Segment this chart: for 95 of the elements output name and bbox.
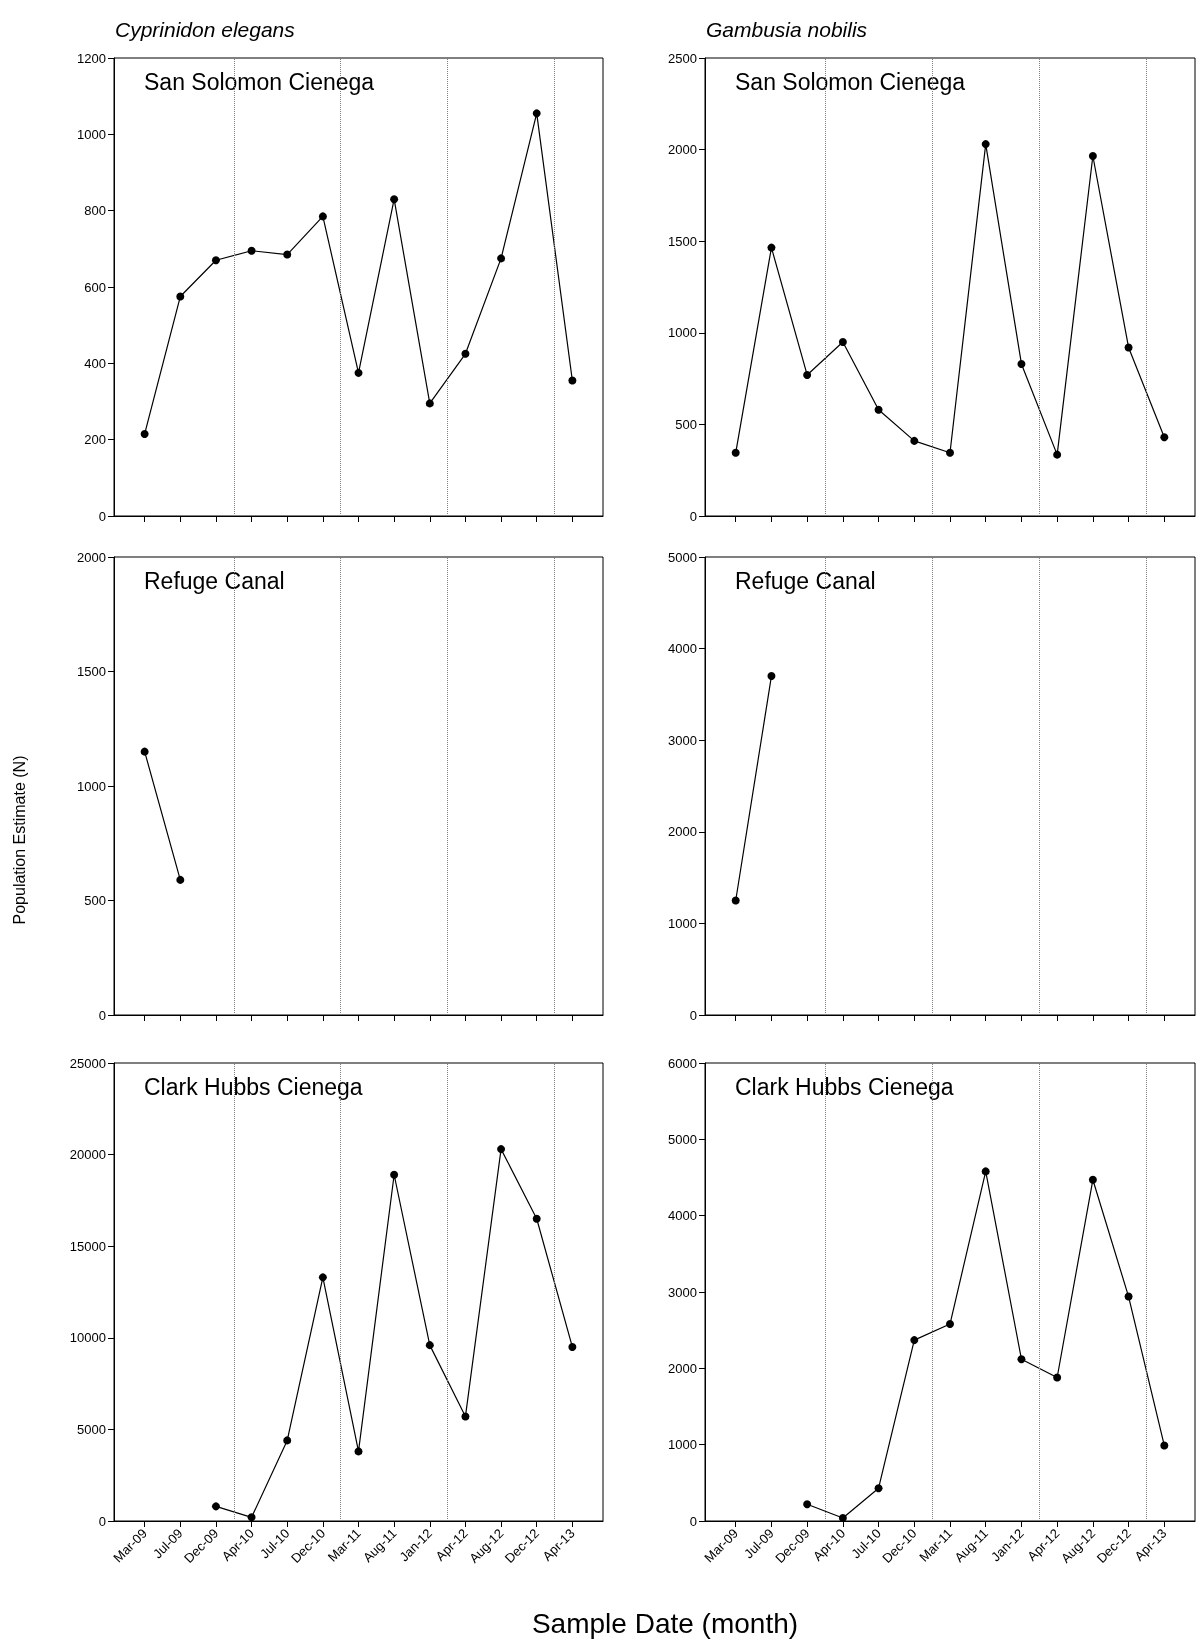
point [838,337,847,346]
text: Refuge Canal [735,567,876,594]
point [425,1341,434,1350]
y-tick-label: 0 [98,1007,106,1023]
point [767,243,776,252]
point [461,1412,470,1421]
y-tick-label: 3000 [668,732,697,748]
point [318,212,327,221]
y-tick-label: 2500 [668,50,697,66]
point [803,1500,812,1509]
y-tick-label: 15000 [69,1238,106,1254]
point [1124,343,1133,352]
y-tick-label: 5000 [77,1421,106,1437]
y-tick-label: 5000 [668,549,697,565]
y-tick-label: 1200 [77,50,106,66]
y-tick-label: 1500 [668,233,697,249]
point [874,405,883,414]
y-tick-label: 1000 [668,1437,697,1453]
y-tick-label: 2000 [77,549,106,565]
point [461,349,470,358]
y-axis-title: Population Estimate (N) [11,755,29,925]
point [731,448,740,457]
y-tick-label: 0 [98,508,106,524]
y-tick-label: 0 [689,1513,697,1529]
point [354,368,363,377]
text: Clark Hubbs Cienega [735,1073,954,1100]
y-tick-label: 500 [675,416,697,432]
point [532,109,541,118]
text: San Solomon Cienega [735,68,966,95]
point [211,256,220,265]
point [176,292,185,301]
point [247,246,256,255]
point [140,429,149,438]
y-tick-label: 4000 [668,641,697,657]
text: Refuge Canal [144,567,285,594]
y-tick-label: 1000 [77,778,106,794]
point [283,250,292,259]
point [1053,1373,1062,1382]
point [1088,1175,1097,1184]
point [283,1436,292,1445]
point [910,1336,919,1345]
point [1017,359,1026,368]
x-axis-title: Sample Date (month) [531,1608,799,1640]
point [318,1273,327,1282]
y-tick-label: 5000 [668,1131,697,1147]
y-tick-label: 600 [84,279,106,295]
y-tick-label: 2000 [668,142,697,158]
y-tick-label: 0 [98,1513,106,1529]
y-tick-label: 2000 [668,824,697,840]
y-tick-label: 1000 [668,325,697,341]
y-tick-label: 6000 [668,1055,697,1071]
point [497,254,506,263]
point [838,1513,847,1522]
y-tick-label: 10000 [69,1330,106,1346]
point [532,1214,541,1223]
point [390,195,399,204]
point [247,1513,256,1522]
point [1053,450,1062,459]
point [425,399,434,408]
y-tick-label: 0 [689,508,697,524]
y-tick-label: 500 [84,893,106,908]
point [1160,433,1169,442]
point [981,1167,990,1176]
text: San Solomon Cienega [144,68,375,95]
point [354,1447,363,1456]
point [568,1342,577,1351]
point [1160,1441,1169,1450]
y-tick-label: 20000 [69,1147,106,1163]
y-tick-label: 0 [689,1007,697,1023]
y-tick-label: 1000 [668,915,697,931]
y-tick-label: 400 [84,355,106,371]
point [1088,152,1097,161]
y-tick-label: 1000 [77,126,106,142]
point [390,1170,399,1179]
point [946,448,954,457]
y-tick-label: 25000 [69,1055,106,1071]
y-tick-label: 800 [84,203,106,219]
y-tick-label: 2000 [668,1360,697,1376]
point [874,1484,883,1493]
point [211,1502,220,1511]
point [568,376,577,385]
point [1017,1355,1026,1364]
point [803,370,812,379]
point [946,1320,954,1329]
point [497,1145,506,1154]
y-tick-label: 1500 [77,664,106,679]
text: Clark Hubbs Cienega [144,1073,363,1100]
chart-title: Cyprinidon elegans [115,18,296,41]
chart-title: Gambusia nobilis [706,18,868,41]
point [910,436,919,445]
point [1124,1292,1133,1301]
y-tick-label: 4000 [668,1208,697,1224]
point [981,140,990,149]
y-tick-label: 200 [84,432,106,448]
y-tick-label: 3000 [668,1284,697,1300]
